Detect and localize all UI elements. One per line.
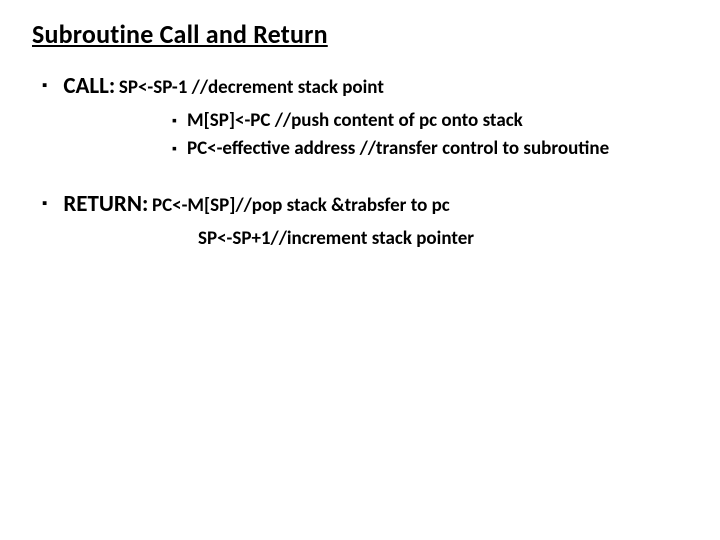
square-bullet-icon: ▪ <box>42 190 47 218</box>
return-line1: PC<-M[SP]//pop stack &trabsfer to pc <box>152 194 450 217</box>
return-line2: SP<-SP+1//increment stack pointer <box>198 226 688 252</box>
return-continuation: SP<-SP+1//increment stack pointer <box>32 226 688 252</box>
call-sub-0: M[SP]<-PC //push content of pc onto stac… <box>187 108 523 134</box>
return-item: ▪ RETURN: PC<-M[SP]//pop stack &trabsfer… <box>32 190 688 220</box>
square-bullet-icon: ▪ <box>42 72 47 100</box>
square-bullet-icon: ▪ <box>172 108 177 134</box>
list-item: ▪ PC<-effective address //transfer contr… <box>172 136 688 162</box>
return-label: RETURN: <box>63 190 148 218</box>
call-label: CALL: <box>63 72 115 100</box>
call-sub-1: PC<-effective address //transfer control… <box>187 136 609 162</box>
list-item: ▪ M[SP]<-PC //push content of pc onto st… <box>172 108 688 134</box>
square-bullet-icon: ▪ <box>172 136 177 162</box>
call-item: ▪ CALL: SP<-SP-1 //decrement stack point <box>32 72 688 102</box>
call-sublist: ▪ M[SP]<-PC //push content of pc onto st… <box>32 108 688 162</box>
slide-title: Subroutine Call and Return <box>32 18 688 50</box>
call-line1: SP<-SP-1 //decrement stack point <box>119 76 384 99</box>
